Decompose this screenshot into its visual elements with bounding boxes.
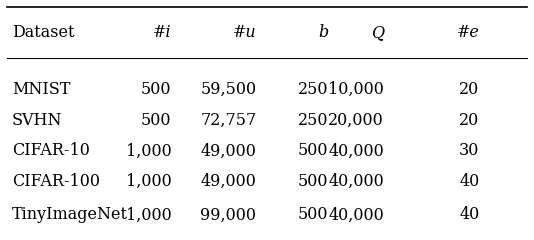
Text: 59,500: 59,500 — [200, 81, 256, 98]
Text: #u: #u — [233, 24, 256, 41]
Text: 1,000: 1,000 — [125, 206, 171, 223]
Text: 500: 500 — [297, 173, 328, 190]
Text: 40: 40 — [459, 173, 480, 190]
Text: 40: 40 — [459, 206, 480, 223]
Text: 20,000: 20,000 — [328, 112, 384, 128]
Text: #e: #e — [457, 24, 480, 41]
Text: CIFAR-100: CIFAR-100 — [12, 173, 100, 190]
Text: 500: 500 — [297, 142, 328, 159]
Text: 500: 500 — [141, 81, 171, 98]
Text: 40,000: 40,000 — [328, 173, 384, 190]
Text: CIFAR-10: CIFAR-10 — [12, 142, 90, 159]
Text: 99,000: 99,000 — [200, 206, 256, 223]
Text: 20: 20 — [459, 112, 480, 128]
Text: MNIST: MNIST — [12, 81, 70, 98]
Text: 40,000: 40,000 — [328, 142, 384, 159]
Text: 1,000: 1,000 — [125, 142, 171, 159]
Text: 250: 250 — [297, 81, 328, 98]
Text: 1,000: 1,000 — [125, 173, 171, 190]
Text: Q: Q — [371, 24, 384, 41]
Text: 49,000: 49,000 — [200, 173, 256, 190]
Text: 500: 500 — [141, 112, 171, 128]
Text: 72,757: 72,757 — [200, 112, 256, 128]
Text: 30: 30 — [459, 142, 480, 159]
Text: 10,000: 10,000 — [328, 81, 384, 98]
Text: 250: 250 — [297, 112, 328, 128]
Text: b: b — [318, 24, 328, 41]
Text: 40,000: 40,000 — [328, 206, 384, 223]
Text: SVHN: SVHN — [12, 112, 62, 128]
Text: #i: #i — [153, 24, 171, 41]
Text: 20: 20 — [459, 81, 480, 98]
Text: 500: 500 — [297, 206, 328, 223]
Text: TinyImageNet: TinyImageNet — [12, 206, 128, 223]
Text: 49,000: 49,000 — [200, 142, 256, 159]
Text: Dataset: Dataset — [12, 24, 75, 41]
